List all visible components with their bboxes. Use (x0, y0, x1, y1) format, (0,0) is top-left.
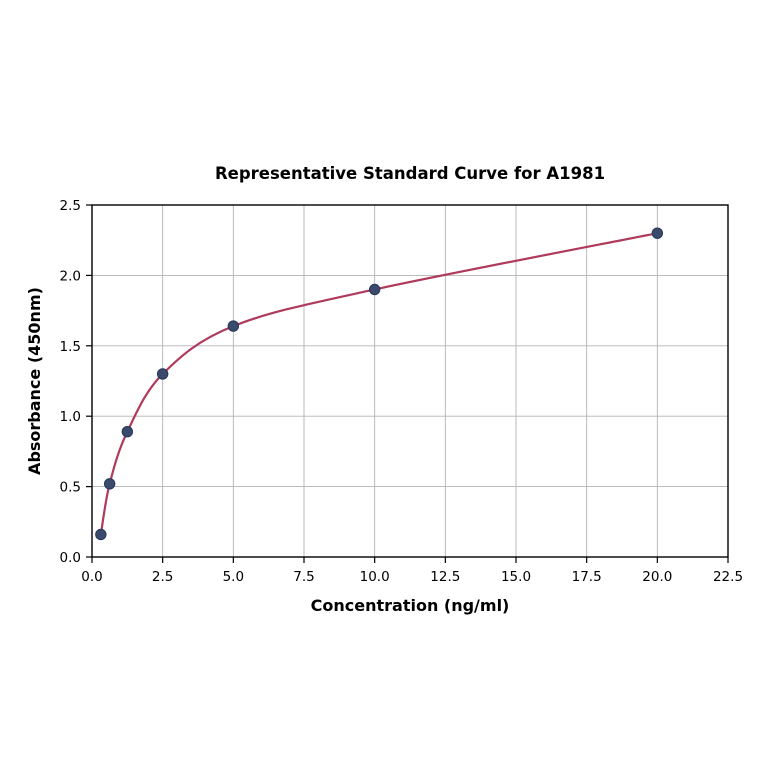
y-tick-label: 2.0 (60, 268, 81, 284)
x-tick-label: 17.5 (572, 569, 602, 585)
data-point (227, 320, 240, 332)
grid-lines (91, 204, 729, 558)
tick-labels: 0.0 2.5 5.0 7.5 10.0 12.5 15.0 17.5 20.0 22.5 0.0 0… (60, 198, 744, 585)
x-tick-label: 20.0 (642, 569, 672, 585)
data-point (103, 478, 116, 490)
x-tick-label: 2.5 (152, 569, 173, 585)
fitted-curve (99, 232, 659, 536)
y-tick-label: 0.5 (60, 480, 81, 496)
data-point (121, 425, 134, 438)
data-point (95, 528, 107, 541)
y-tick-label: 2.5 (60, 198, 81, 214)
x-tick-label: 0.0 (81, 569, 102, 585)
x-tick-label: 7.5 (293, 569, 314, 585)
x-tick-label: 5.0 (223, 569, 244, 585)
data-point (368, 283, 381, 296)
curve-path (99, 232, 659, 536)
x-tick-label: 12.5 (430, 569, 460, 585)
axes-frame (91, 204, 729, 558)
chart-title: Representative Standard Curve for A1981 (215, 164, 605, 183)
data-point (651, 227, 664, 239)
x-tick-label: 10.0 (360, 569, 390, 585)
data-point (156, 368, 169, 380)
y-tick-label: 0.0 (60, 550, 81, 566)
data-points (95, 227, 664, 541)
y-tick-label: 1.5 (60, 339, 81, 355)
axis-ticks (86, 204, 729, 563)
x-tick-label: 22.5 (713, 569, 743, 585)
y-axis-label: Absorbance (450nm) (25, 287, 44, 475)
x-axis-label: Concentration (ng/ml) (311, 596, 510, 615)
x-tick-label: 15.0 (501, 569, 531, 585)
y-tick-label: 1.0 (60, 409, 81, 425)
